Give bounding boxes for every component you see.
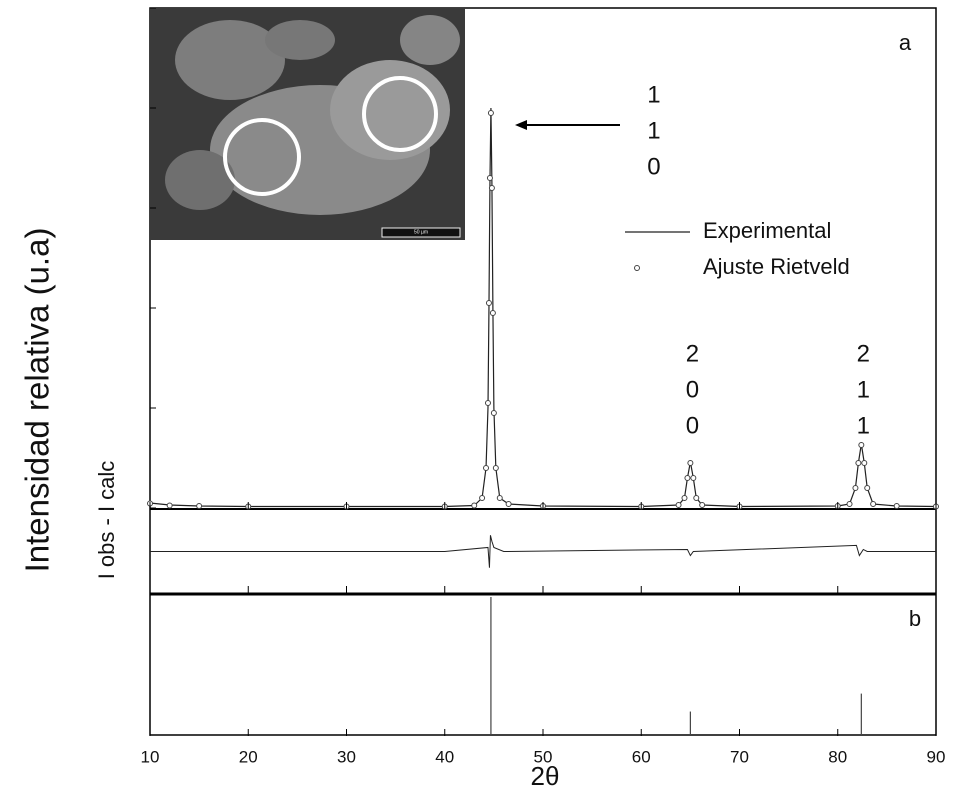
fit-marker xyxy=(505,501,512,507)
fit-marker xyxy=(485,300,492,306)
highlight-circle xyxy=(362,76,438,152)
highlight-circle xyxy=(223,118,301,196)
fit-marker xyxy=(681,495,688,501)
x-tick-label: 80 xyxy=(828,747,847,766)
panel-label: b xyxy=(909,606,921,631)
hkl-label: 0 xyxy=(686,376,699,403)
particle xyxy=(265,20,335,60)
hkl-label: 2 xyxy=(686,340,699,367)
fit-marker xyxy=(675,502,682,508)
fit-marker xyxy=(852,485,859,491)
fit-marker xyxy=(479,495,486,501)
fit-marker xyxy=(861,460,868,466)
hkl-label: 1 xyxy=(857,376,870,403)
fit-marker xyxy=(846,501,853,507)
fit-marker xyxy=(684,475,691,481)
particle xyxy=(165,150,235,210)
x-tick-label: 40 xyxy=(435,747,454,766)
fit-marker xyxy=(490,410,497,416)
particle xyxy=(175,20,285,100)
fit-marker xyxy=(858,442,865,448)
fit-marker xyxy=(196,503,203,509)
fit-marker xyxy=(483,465,490,471)
panel-label: a xyxy=(899,30,912,55)
fit-marker xyxy=(687,460,694,466)
fit-marker xyxy=(693,495,700,501)
hkl-label: 0 xyxy=(647,153,660,180)
arrowhead xyxy=(515,120,527,130)
fit-marker xyxy=(496,495,503,501)
sem-inset: 50 µm xyxy=(150,8,465,240)
fit-marker xyxy=(893,503,900,509)
x-tick-label: 90 xyxy=(927,747,946,766)
hkl-label: 2 xyxy=(857,340,870,367)
x-axis-label: 2θ xyxy=(531,761,560,791)
particle xyxy=(400,15,460,65)
fit-marker xyxy=(870,501,877,507)
y-axis-label: I obs - I calc xyxy=(94,461,119,580)
fit-marker xyxy=(486,175,493,181)
x-tick-label: 50 xyxy=(534,747,553,766)
hkl-label: 1 xyxy=(857,412,870,439)
x-tick-label: 70 xyxy=(730,747,749,766)
hkl-label: 1 xyxy=(647,81,660,108)
fit-marker xyxy=(699,502,706,508)
scale-label: 50 µm xyxy=(414,229,428,235)
fit-marker xyxy=(492,465,499,471)
fit-marker xyxy=(484,400,491,406)
x-tick-label: 20 xyxy=(239,747,258,766)
legend-label: Ajuste Rietveld xyxy=(703,254,850,279)
fit-marker xyxy=(488,185,495,191)
fit-marker xyxy=(489,310,496,316)
fit-marker xyxy=(487,110,494,116)
hkl-label: 1 xyxy=(647,117,660,144)
y-axis-label: Intensidad relativa (u.a) xyxy=(19,228,56,573)
particle xyxy=(330,60,450,160)
x-tick-label: 60 xyxy=(632,747,651,766)
fit-marker xyxy=(471,502,478,509)
x-tick-label: 10 xyxy=(141,747,160,766)
x-tick-label: 30 xyxy=(337,747,356,766)
legend-marker xyxy=(634,265,640,271)
fit-marker xyxy=(855,460,862,466)
fit-marker xyxy=(166,502,173,509)
fit-marker xyxy=(864,485,871,491)
residual-line xyxy=(150,535,936,568)
scale-bar xyxy=(381,227,461,238)
fit-marker xyxy=(690,475,697,481)
hkl-label: 0 xyxy=(686,412,699,439)
legend-label: Experimental xyxy=(703,218,831,243)
